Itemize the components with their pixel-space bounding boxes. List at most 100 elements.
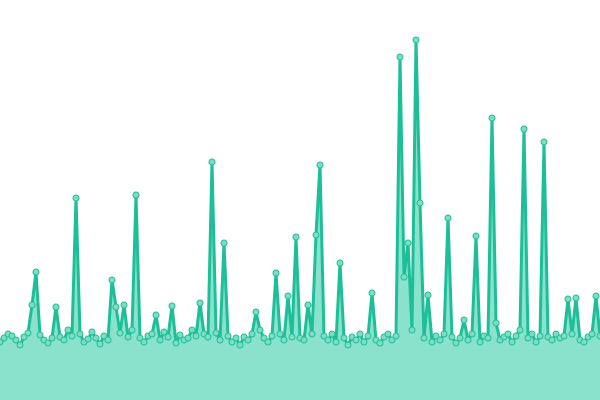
point — [560, 332, 568, 340]
point — [164, 333, 172, 341]
point — [136, 334, 144, 342]
point — [448, 333, 456, 341]
point — [0, 334, 8, 342]
point — [20, 333, 28, 341]
point — [412, 36, 420, 44]
point — [452, 339, 460, 347]
point — [436, 336, 444, 344]
point — [308, 330, 316, 338]
point — [488, 114, 496, 122]
point — [408, 326, 416, 334]
point — [516, 326, 524, 334]
point — [220, 239, 228, 247]
point — [120, 301, 128, 309]
point — [96, 340, 104, 348]
point — [32, 268, 40, 276]
point — [92, 334, 100, 342]
point — [288, 333, 296, 341]
point — [112, 303, 120, 311]
point — [160, 328, 168, 336]
point — [568, 330, 576, 338]
point — [424, 291, 432, 299]
point — [272, 269, 280, 277]
point — [524, 334, 532, 342]
point — [168, 302, 176, 310]
point — [60, 336, 68, 344]
point — [156, 336, 164, 344]
point — [16, 341, 24, 349]
area — [0, 40, 600, 400]
point — [404, 239, 412, 247]
point — [148, 330, 156, 338]
point — [400, 273, 408, 281]
point — [384, 330, 392, 338]
point — [284, 292, 292, 300]
point — [268, 332, 276, 340]
point — [192, 332, 200, 340]
point — [420, 334, 428, 342]
point — [128, 326, 136, 334]
point — [416, 199, 424, 207]
point — [324, 336, 332, 344]
point — [176, 331, 184, 339]
point — [596, 332, 600, 340]
point — [248, 330, 256, 338]
point — [572, 294, 580, 302]
point — [440, 330, 448, 338]
point — [396, 53, 404, 61]
point — [520, 125, 528, 133]
point — [320, 332, 328, 340]
point — [508, 338, 516, 346]
point — [300, 336, 308, 344]
point — [328, 330, 336, 338]
point — [8, 332, 16, 340]
point — [236, 341, 244, 349]
point — [532, 338, 540, 346]
point — [208, 158, 216, 166]
point — [592, 292, 600, 300]
point — [456, 334, 464, 342]
point — [548, 336, 556, 344]
point — [100, 332, 108, 340]
point — [468, 330, 476, 338]
point — [68, 332, 76, 340]
point — [108, 276, 116, 284]
point — [280, 336, 288, 344]
point — [244, 336, 252, 344]
point — [196, 299, 204, 307]
point — [88, 328, 96, 336]
point — [260, 334, 268, 342]
point — [24, 329, 32, 337]
point — [232, 334, 240, 342]
point — [172, 339, 180, 347]
point — [52, 303, 60, 311]
point — [188, 326, 196, 334]
point — [76, 330, 84, 338]
point — [28, 301, 36, 309]
point — [264, 338, 272, 346]
point — [252, 308, 260, 316]
point — [36, 331, 44, 339]
line — [0, 38, 600, 347]
point — [364, 332, 372, 340]
point — [352, 336, 360, 344]
point — [580, 338, 588, 346]
point — [428, 338, 436, 346]
point — [472, 232, 480, 240]
point — [48, 334, 56, 342]
point — [504, 330, 512, 338]
point — [84, 335, 92, 343]
point — [116, 329, 124, 337]
point — [356, 330, 364, 338]
point — [552, 330, 560, 338]
point — [64, 326, 72, 334]
point — [388, 336, 396, 344]
point — [460, 316, 468, 324]
point — [256, 326, 264, 334]
point — [340, 334, 348, 342]
point — [432, 332, 440, 340]
point — [392, 332, 400, 340]
point — [360, 338, 368, 346]
point — [216, 336, 224, 344]
point — [528, 330, 536, 338]
